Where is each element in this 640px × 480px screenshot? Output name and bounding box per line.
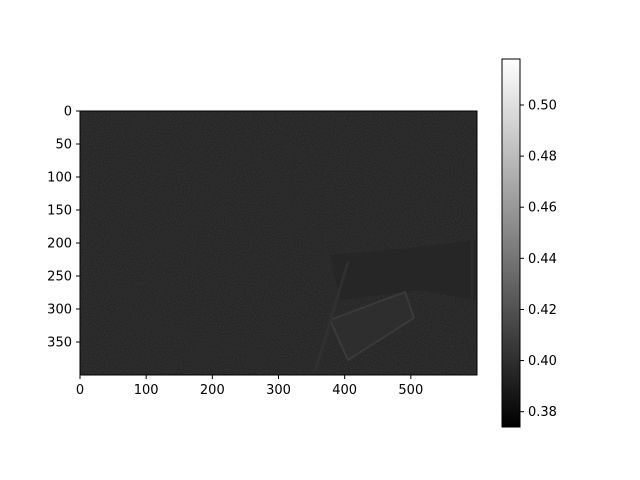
x-tick-label: 500 <box>398 383 423 398</box>
y-tick-label: 50 <box>55 138 72 153</box>
colorbar-axis: 0.38 0.40 0.42 0.44 0.46 0.48 0.50 <box>520 99 557 420</box>
y-tick-label: 300 <box>47 303 72 318</box>
x-tick-label: 100 <box>134 383 159 398</box>
x-tick-label: 300 <box>266 383 291 398</box>
y-tick-label: 0 <box>64 105 72 120</box>
colorbar-tick-label: 0.50 <box>528 99 557 114</box>
y-tick-label: 150 <box>47 204 72 219</box>
x-axis: 0 100 200 300 400 500 <box>76 375 423 398</box>
y-tick-label: 350 <box>47 336 72 351</box>
colorbar-tick-label: 0.44 <box>528 252 557 267</box>
x-tick-label: 400 <box>332 383 357 398</box>
colorbar <box>501 58 521 428</box>
y-tick-label: 100 <box>47 171 72 186</box>
colorbar-tick-label: 0.42 <box>528 303 557 318</box>
colorbar-tick-label: 0.46 <box>528 201 557 216</box>
colorbar-tick-label: 0.40 <box>528 354 557 369</box>
x-tick-label: 200 <box>200 383 225 398</box>
y-tick-label: 250 <box>47 270 72 285</box>
x-tick-label: 0 <box>76 383 84 398</box>
heatmap-image <box>80 111 477 376</box>
y-tick-label: 200 <box>47 237 72 252</box>
colorbar-tick-label: 0.38 <box>528 405 557 420</box>
y-axis: 0 50 100 150 200 250 300 350 <box>47 105 80 351</box>
colorbar-tick-label: 0.48 <box>528 150 557 165</box>
